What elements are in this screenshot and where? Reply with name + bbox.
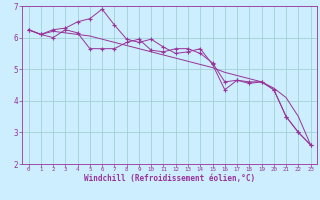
X-axis label: Windchill (Refroidissement éolien,°C): Windchill (Refroidissement éolien,°C) xyxy=(84,174,255,183)
